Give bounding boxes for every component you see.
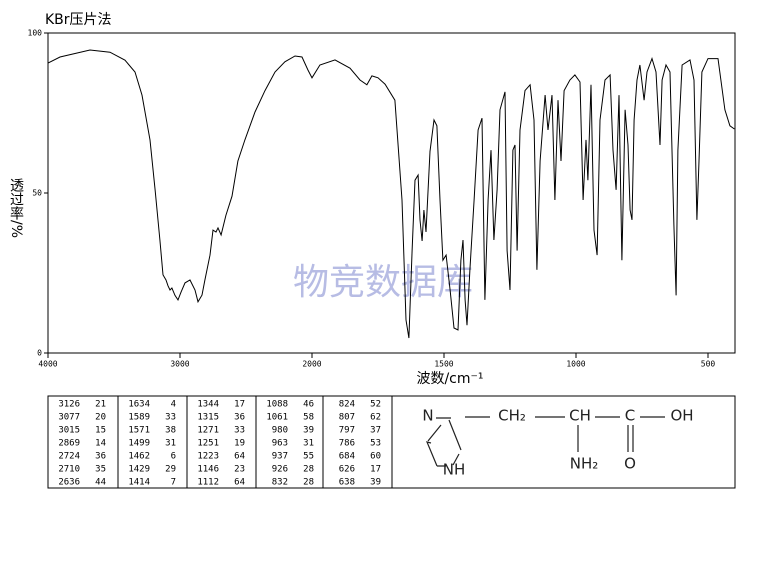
x-tick-label: 3000 <box>170 360 189 369</box>
peak-wavenumber: 1061 <box>266 413 288 423</box>
peak-wavenumber: 2869 <box>58 439 80 449</box>
peak-wavenumber: 638 <box>339 478 355 488</box>
peak-transmittance: 29 <box>165 465 176 475</box>
plot-frame <box>47 32 736 354</box>
peak-wavenumber: 1429 <box>128 465 150 475</box>
peak-transmittance: 31 <box>303 439 314 449</box>
peak-transmittance: 15 <box>95 426 106 436</box>
spectrum-line <box>47 49 735 339</box>
x-tick-label: 1500 <box>434 360 453 369</box>
peak-wavenumber: 980 <box>272 426 288 436</box>
peak-wavenumber: 937 <box>272 452 288 462</box>
carbon: C <box>625 407 635 425</box>
x-tick-label: 500 <box>701 360 716 369</box>
x-tick-label: 4000 <box>38 360 57 369</box>
x-tick-label: 1000 <box>566 360 585 369</box>
peak-transmittance: 37 <box>370 426 381 436</box>
peak-transmittance: 17 <box>370 465 381 475</box>
peak-transmittance: 58 <box>303 413 314 423</box>
peak-transmittance: 7 <box>171 478 176 488</box>
peak-wavenumber: 626 <box>339 465 355 475</box>
peak-wavenumber: 1571 <box>128 426 150 436</box>
peak-transmittance: 38 <box>165 426 176 436</box>
peak-transmittance: 64 <box>234 478 245 488</box>
x-axis-label: 波数/cm⁻¹ <box>416 371 483 387</box>
nh2: NH₂ <box>570 455 599 473</box>
oh: OH <box>670 407 693 425</box>
peak-transmittance: 23 <box>234 465 245 475</box>
peak-transmittance: 39 <box>370 478 381 488</box>
watermark: 物竞数据库 <box>293 262 473 303</box>
peak-transmittance: 33 <box>165 413 176 423</box>
peak-wavenumber: 1251 <box>197 439 219 449</box>
peak-transmittance: 36 <box>234 413 245 423</box>
peak-transmittance: 28 <box>303 478 314 488</box>
peak-transmittance: 64 <box>234 452 245 462</box>
peak-transmittance: 44 <box>95 478 106 488</box>
y-tick-label: 50 <box>32 189 42 198</box>
peak-wavenumber: 1146 <box>197 465 219 475</box>
y-tick-label: 0 <box>37 349 42 358</box>
ring-bonds <box>425 417 462 467</box>
peak-wavenumber: 3126 <box>58 400 80 410</box>
peak-wavenumber: 1088 <box>266 400 288 410</box>
peak-transmittance: 46 <box>303 400 314 410</box>
peak-wavenumber: 1315 <box>197 413 219 423</box>
peak-transmittance: 20 <box>95 413 106 423</box>
y-tick-label: 100 <box>28 29 43 38</box>
peak-wavenumber: 1112 <box>197 478 219 488</box>
peak-wavenumber: 926 <box>272 465 288 475</box>
peak-transmittance: 39 <box>303 426 314 436</box>
peak-wavenumber: 3015 <box>58 426 80 436</box>
peak-transmittance: 21 <box>95 400 106 410</box>
peak-wavenumber: 824 <box>339 400 355 410</box>
peak-wavenumber: 832 <box>272 478 288 488</box>
ring-n: N <box>422 407 433 425</box>
peak-wavenumber: 2724 <box>58 452 80 462</box>
peak-transmittance: 52 <box>370 400 381 410</box>
peak-transmittance: 55 <box>303 452 314 462</box>
oxygen: O <box>624 455 636 473</box>
peak-wavenumber: 963 <box>272 439 288 449</box>
chain-bonds <box>465 416 665 452</box>
peak-transmittance: 17 <box>234 400 245 410</box>
peak-wavenumber: 1223 <box>197 452 219 462</box>
peak-transmittance: 60 <box>370 452 381 462</box>
peak-transmittance: 35 <box>95 465 106 475</box>
peak-wavenumber: 786 <box>339 439 355 449</box>
peak-transmittance: 28 <box>303 465 314 475</box>
peak-wavenumber: 1271 <box>197 426 219 436</box>
peak-transmittance: 62 <box>370 413 381 423</box>
ch2: CH₂ <box>498 407 526 425</box>
peak-transmittance: 33 <box>234 426 245 436</box>
peak-wavenumber: 1462 <box>128 452 150 462</box>
ring-nh: NH <box>443 461 466 479</box>
peak-transmittance: 6 <box>171 452 176 462</box>
structure <box>425 416 665 467</box>
peak-wavenumber: 1499 <box>128 439 150 449</box>
peak-wavenumber: 2636 <box>58 478 80 488</box>
peak-wavenumber: 807 <box>339 413 355 423</box>
peak-transmittance: 14 <box>95 439 106 449</box>
peak-transmittance: 4 <box>171 400 176 410</box>
peak-wavenumber: 684 <box>339 452 355 462</box>
chart-title: KBr压片法 <box>45 12 112 28</box>
peak-transmittance: 36 <box>95 452 106 462</box>
peak-wavenumber: 797 <box>339 426 355 436</box>
ch: CH <box>569 407 591 425</box>
peak-wavenumber: 3077 <box>58 413 80 423</box>
peak-transmittance: 31 <box>165 439 176 449</box>
peak-wavenumber: 1634 <box>128 400 150 410</box>
peak-wavenumber: 1344 <box>197 400 219 410</box>
peak-wavenumber: 1414 <box>128 478 150 488</box>
peak-wavenumber: 1589 <box>128 413 150 423</box>
x-tick-label: 2000 <box>302 360 321 369</box>
peak-wavenumber: 2710 <box>58 465 80 475</box>
peak-transmittance: 19 <box>234 439 245 449</box>
peak-transmittance: 53 <box>370 439 381 449</box>
y-axis-label: 透过率/% <box>8 178 24 238</box>
